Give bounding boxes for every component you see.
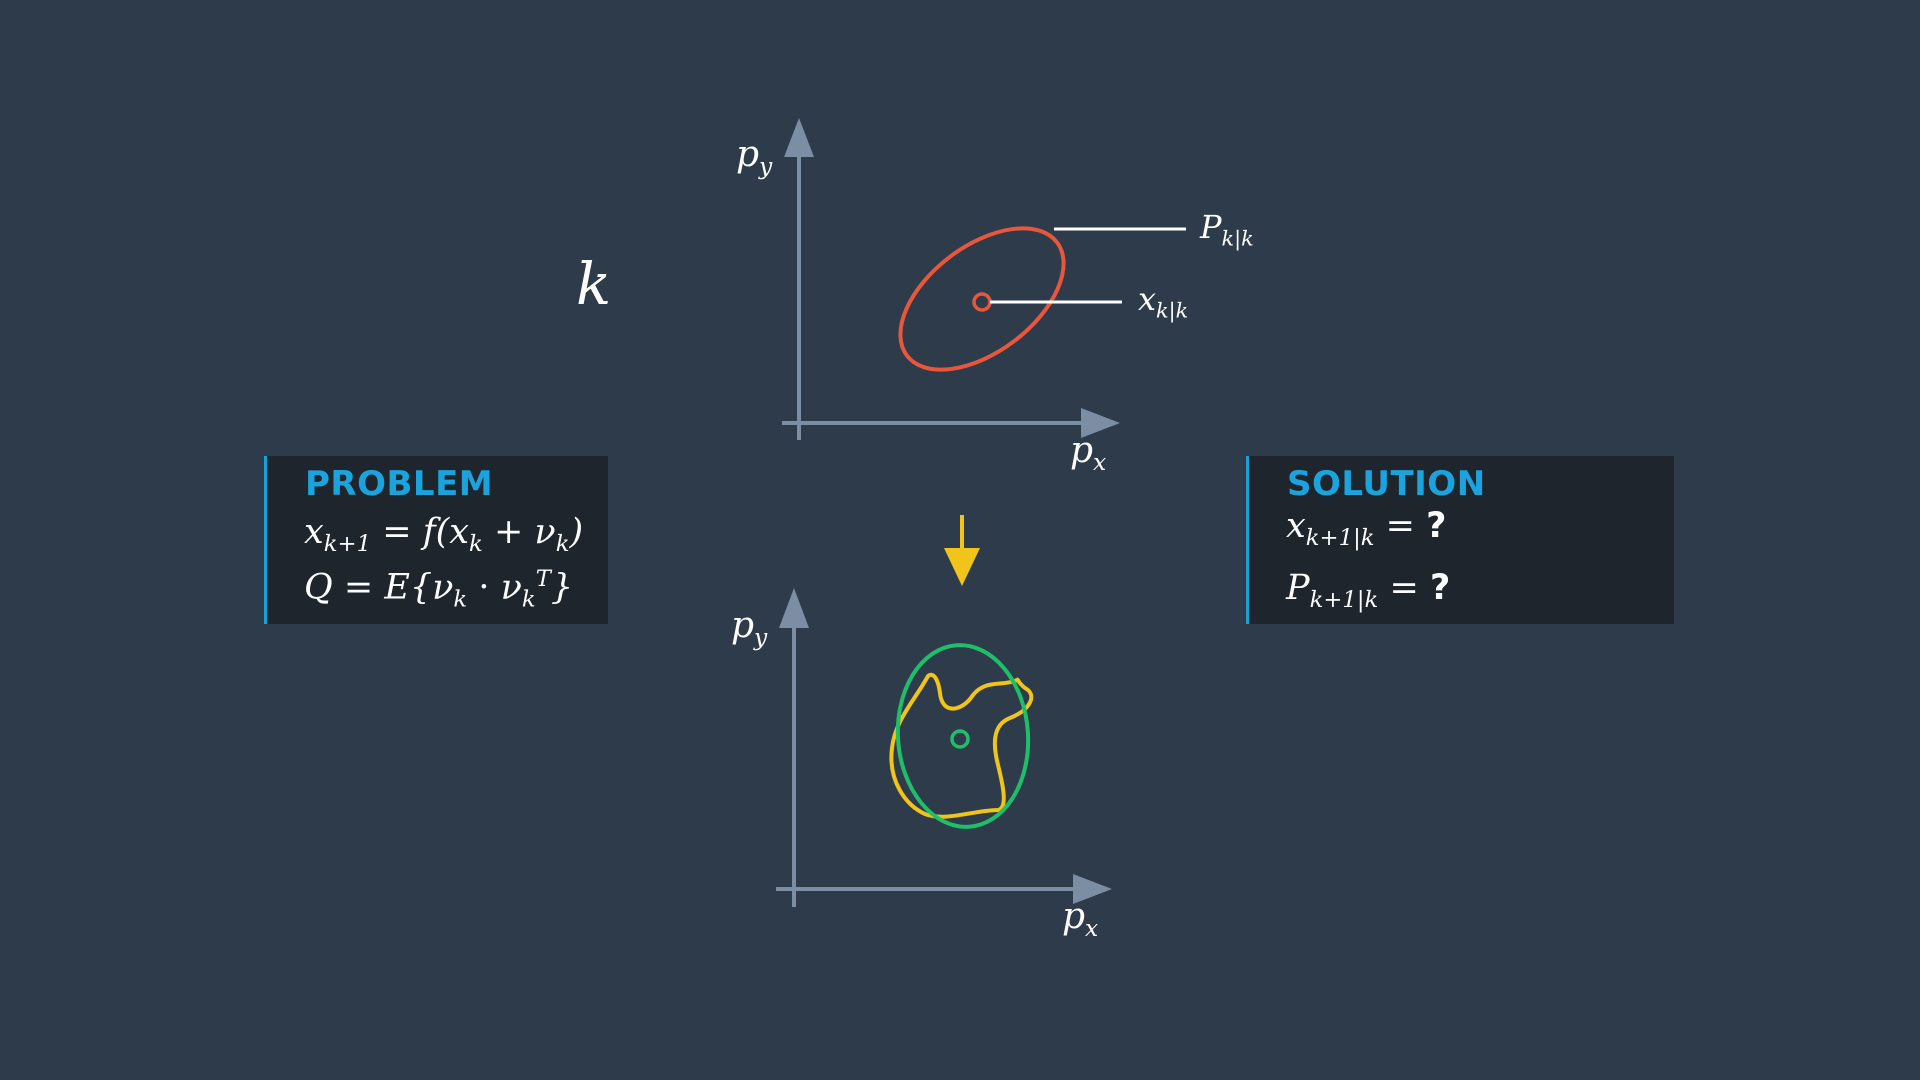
top-axes bbox=[782, 118, 1120, 440]
top-y-arrowhead bbox=[784, 118, 814, 157]
bottom-x-arrowhead bbox=[1073, 874, 1112, 904]
state-mean-point bbox=[972, 292, 992, 312]
problem-title: PROBLEM bbox=[305, 464, 494, 504]
solution-title: SOLUTION bbox=[1287, 464, 1486, 504]
predicted-covariance-ellipse bbox=[895, 643, 1031, 829]
time-step-label: k bbox=[576, 250, 612, 318]
bottom-y-arrowhead bbox=[779, 588, 809, 628]
bottom-x-axis-label: px bbox=[1062, 896, 1099, 943]
predicted-state-equation: xk+1|k = ? bbox=[1286, 506, 1447, 551]
predicted-covariance-equation: Pk+1|k = ? bbox=[1286, 568, 1451, 613]
bottom-axes bbox=[776, 588, 1112, 907]
solution-panel: SOLUTION xk+1|k = ? Pk+1|k = ? bbox=[1246, 456, 1674, 624]
predicted-mean-point bbox=[950, 729, 970, 749]
top-x-axis-label: px bbox=[1070, 430, 1107, 477]
bottom-y-axis-label: py bbox=[731, 605, 768, 652]
top-x-arrowhead bbox=[1081, 408, 1120, 438]
process-model-equation: xk+1 = f(xk + νk) bbox=[304, 512, 584, 557]
problem-panel: PROBLEM xk+1 = f(xk + νk) Q = E{νk · νkT… bbox=[264, 456, 608, 624]
transition-arrow bbox=[944, 515, 980, 586]
covariance-ellipse bbox=[898, 226, 1066, 372]
state-estimate-label: xk|k bbox=[1138, 280, 1189, 323]
top-y-axis-label: py bbox=[736, 134, 773, 181]
covariance-label: Pk|k bbox=[1200, 208, 1254, 251]
transformed-distribution-contour bbox=[889, 672, 1034, 819]
process-noise-equation: Q = E{νk · νkT} bbox=[304, 566, 574, 613]
